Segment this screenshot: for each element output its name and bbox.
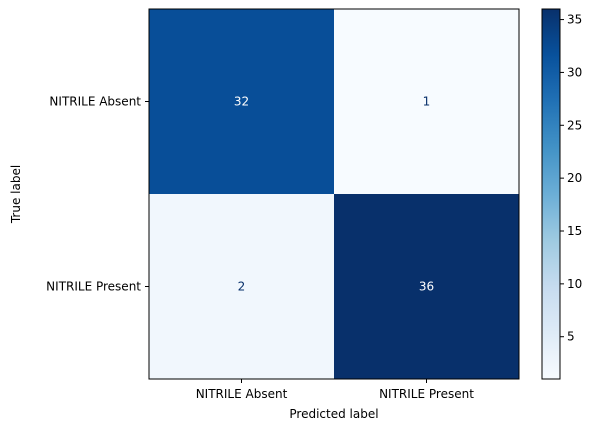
cell-value-label: 32 [234, 95, 249, 109]
x-axis-label: Predicted label [289, 407, 378, 421]
heatmap-cell-labels: 32 1 2 36 [234, 95, 434, 294]
y-tick-label: NITRILE Present [46, 280, 141, 294]
colorbar-ticks: 5 10 15 20 25 30 35 [560, 13, 582, 344]
heatmap-cell [334, 194, 520, 380]
colorbar-tick-label: 10 [567, 277, 582, 291]
colorbar-tick-label: 15 [567, 224, 582, 238]
colorbar-tick-label: 30 [567, 65, 582, 79]
cell-value-label: 36 [419, 280, 434, 294]
x-axis-ticks: NITRILE Absent NITRILE Present [196, 379, 474, 401]
cell-value-label: 2 [238, 280, 246, 294]
heatmap-cells [149, 9, 520, 380]
heatmap-cell [149, 194, 335, 380]
x-tick-label: NITRILE Present [379, 387, 474, 401]
colorbar-tick-label: 25 [567, 118, 582, 132]
colorbar-tick-label: 20 [567, 171, 582, 185]
colorbar-tick-label: 35 [567, 13, 582, 27]
y-axis-label: True label [9, 165, 23, 224]
colorbar [541, 8, 561, 380]
cell-value-label: 1 [423, 95, 431, 109]
plot-frame [148, 8, 520, 380]
x-tick-label: NITRILE Absent [196, 387, 288, 401]
y-axis-ticks: NITRILE Absent NITRILE Present [46, 95, 149, 294]
heatmap-cell [149, 9, 335, 195]
colorbar-tick-label: 5 [567, 330, 575, 344]
y-tick-label: NITRILE Absent [49, 95, 141, 109]
heatmap-cell [334, 9, 520, 195]
